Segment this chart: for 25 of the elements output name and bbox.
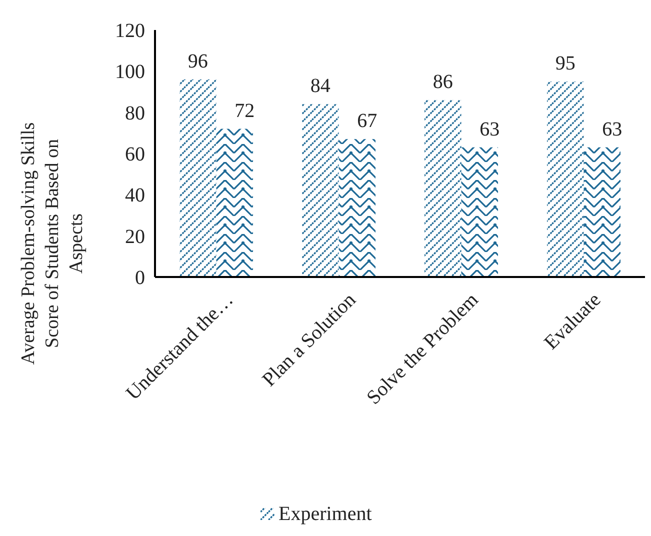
bar: [180, 79, 216, 277]
data-label: 84: [310, 75, 330, 98]
y-tick-label: 100: [115, 61, 145, 84]
data-label: 67: [357, 110, 378, 132]
bar: [338, 139, 376, 277]
bar: [216, 128, 253, 277]
legend-label: Experiment: [278, 503, 372, 525]
y-tick-label: 20: [125, 226, 145, 248]
y-tick-label: 60: [125, 144, 145, 166]
y-axis-title: Average Problem-solving Skills Score of Students Based on Aspects: [18, 122, 87, 365]
y-tick-label: 80: [125, 102, 145, 124]
bar: [302, 104, 339, 277]
data-label: 72: [234, 100, 255, 122]
y-tick-label: 120: [115, 20, 145, 42]
y-tick-label: 40: [125, 184, 145, 207]
bar: [461, 147, 498, 277]
bar: [424, 100, 462, 277]
bar: [547, 81, 584, 277]
data-label: 63: [602, 118, 622, 140]
data-label: 96: [188, 50, 208, 72]
bar: [584, 147, 620, 277]
data-label: 63: [480, 118, 500, 140]
y-tick-label: 0: [135, 267, 145, 289]
data-label: 86: [432, 70, 453, 93]
data-label: 95: [555, 52, 576, 74]
